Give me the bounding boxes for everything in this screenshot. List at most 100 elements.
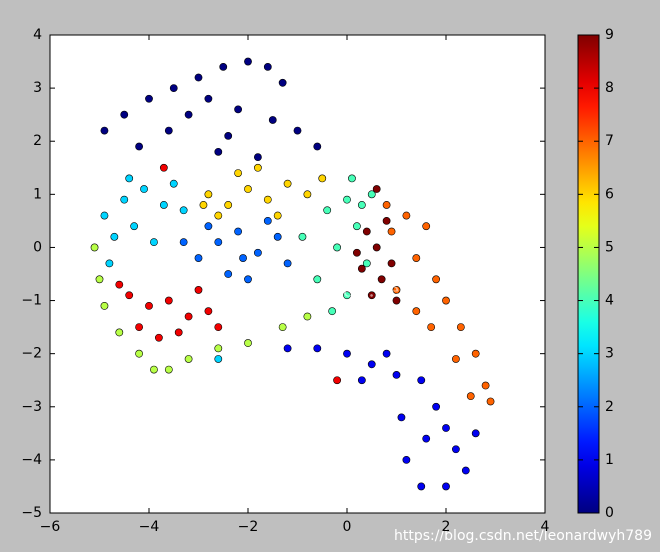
point xyxy=(159,163,168,172)
point xyxy=(283,344,292,353)
colorbar-tick-label: 3 xyxy=(605,346,614,362)
point xyxy=(471,429,480,438)
point xyxy=(145,301,153,310)
point xyxy=(263,62,272,71)
point xyxy=(95,275,104,284)
point xyxy=(234,227,242,236)
point xyxy=(164,126,173,135)
colorbar-tick-label: 5 xyxy=(605,239,614,255)
colorbar-tick-label: 6 xyxy=(605,186,614,202)
y-tick-label: −3 xyxy=(21,399,42,415)
point xyxy=(150,365,158,374)
point xyxy=(402,211,411,220)
point xyxy=(343,349,351,358)
point xyxy=(392,371,401,379)
point xyxy=(234,169,242,177)
point xyxy=(125,291,134,300)
x-tick-label: −4 xyxy=(139,519,160,535)
point xyxy=(486,397,495,406)
point xyxy=(362,259,371,268)
point xyxy=(461,466,470,475)
point xyxy=(303,190,312,199)
point xyxy=(159,201,168,209)
point xyxy=(199,201,208,209)
y-tick-label: 4 xyxy=(33,27,42,43)
point xyxy=(214,238,223,247)
point xyxy=(387,227,396,236)
point xyxy=(120,195,129,204)
point xyxy=(120,110,129,119)
point xyxy=(432,275,440,284)
point xyxy=(214,147,223,156)
point xyxy=(214,323,223,332)
point xyxy=(169,179,178,188)
point xyxy=(357,264,366,273)
point xyxy=(239,254,247,262)
point xyxy=(273,211,282,220)
point xyxy=(194,254,203,262)
point xyxy=(194,286,203,294)
point xyxy=(328,307,337,316)
point xyxy=(110,232,119,241)
watermark: http://blog.csdn.net/HelloZEX xyxy=(209,278,512,302)
point xyxy=(466,392,475,401)
y-tick-label: 3 xyxy=(33,80,42,96)
point xyxy=(154,333,163,342)
point xyxy=(333,376,341,385)
point xyxy=(357,376,366,385)
point xyxy=(392,296,401,305)
colorbar-tick-label: 7 xyxy=(605,133,614,149)
y-tick-label: −5 xyxy=(21,505,42,521)
point xyxy=(244,57,252,66)
x-tick-label: 4 xyxy=(541,519,550,535)
point xyxy=(451,355,460,363)
point xyxy=(135,142,143,151)
point xyxy=(164,365,173,374)
point xyxy=(357,201,366,209)
point xyxy=(352,248,361,257)
point xyxy=(273,232,282,241)
point xyxy=(244,339,252,347)
point xyxy=(100,126,109,135)
point xyxy=(362,227,371,236)
x-tick-label: 0 xyxy=(343,519,352,535)
point xyxy=(278,78,287,87)
point xyxy=(125,174,134,183)
point xyxy=(451,445,460,454)
colorbar xyxy=(577,34,600,514)
colorbar-tick-label: 8 xyxy=(605,80,614,96)
y-tick-label: 0 xyxy=(33,239,42,255)
colorbar-tick-label: 0 xyxy=(605,505,614,521)
point xyxy=(169,84,178,93)
point xyxy=(194,73,203,82)
point xyxy=(427,323,436,332)
point xyxy=(367,190,376,199)
point xyxy=(481,381,490,390)
point xyxy=(417,376,426,385)
point xyxy=(244,275,252,284)
plot-frame xyxy=(49,34,546,514)
point xyxy=(372,185,381,193)
point xyxy=(184,355,193,363)
point xyxy=(174,328,183,337)
point xyxy=(442,296,450,305)
point xyxy=(298,232,307,241)
x-tick-label: −6 xyxy=(40,519,61,535)
point xyxy=(442,482,450,491)
point xyxy=(318,174,327,183)
point xyxy=(179,238,188,247)
point xyxy=(367,360,376,369)
point xyxy=(456,323,465,332)
point xyxy=(313,344,322,353)
x-tick-label: −2 xyxy=(238,519,259,535)
colorbar-tick-label: 4 xyxy=(605,293,614,309)
point xyxy=(422,434,431,443)
point xyxy=(164,296,173,305)
point xyxy=(130,222,139,231)
point xyxy=(90,243,99,252)
colorbar-tick-label: 2 xyxy=(605,399,614,415)
point xyxy=(100,211,109,220)
point xyxy=(268,116,277,124)
y-tick-label: −1 xyxy=(21,293,42,309)
